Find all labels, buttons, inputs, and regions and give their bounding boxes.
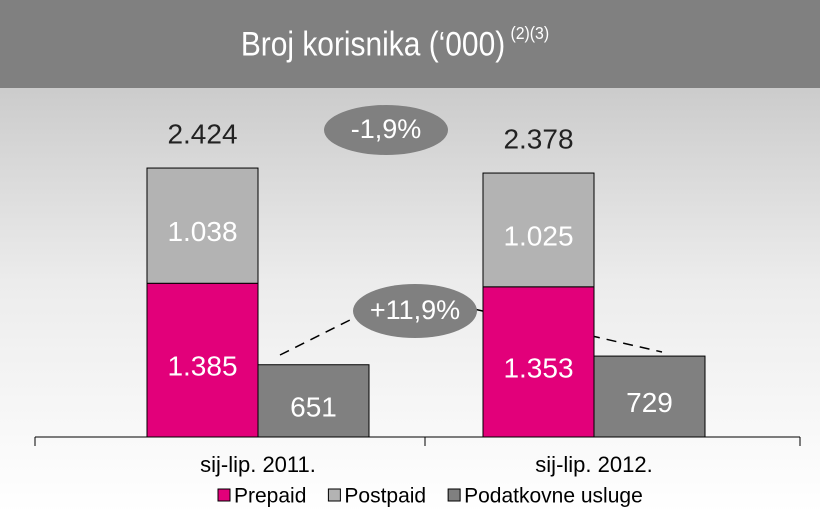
bar-segment: [482, 286, 595, 438]
marks: 1.385 1.038 651 2.424 sij-lip. 2011. 1.353 1.0…: [146, 118, 706, 477]
legend-label: Podatkovne usluge: [464, 485, 643, 508]
value-label: 1.025: [503, 220, 573, 251]
legend: Prepaid Postpaid Podatkovne usluge: [217, 485, 643, 508]
legend-swatch: [447, 488, 461, 502]
x-tick-label: sij-lip. 2012.: [535, 452, 652, 477]
bar-segment: [593, 355, 706, 438]
value-label: 651: [290, 391, 337, 422]
bar-segment: [482, 172, 595, 288]
trend-line: [473, 308, 663, 353]
annotation: -1,9%: [351, 114, 422, 144]
bar-segment: [257, 364, 370, 438]
title-note: (2)(3): [510, 24, 549, 44]
total-label: 2.378: [503, 123, 573, 154]
legend-swatch: [217, 488, 231, 502]
legend-label: Postpaid: [344, 485, 426, 508]
title-text: Broj korisnika (‘000): [241, 25, 505, 63]
total-label: 2.424: [167, 118, 237, 149]
annotation-bubble: [353, 284, 477, 338]
title-bar: [0, 0, 820, 88]
chart-title: Broj korisnika (‘000) (2)(3): [241, 24, 549, 64]
bar-segment: [146, 167, 259, 284]
annotation-bubble: [324, 105, 448, 155]
value-label: 1.385: [167, 351, 237, 382]
value-label: 1.353: [503, 352, 573, 383]
bar-segment: [146, 282, 259, 438]
x-tick-label: sij-lip. 2011.: [200, 452, 316, 477]
trend-line: [279, 315, 359, 356]
legend-swatch: [327, 488, 341, 502]
annotation: +11,9%: [370, 295, 460, 325]
value-label: 1.038: [167, 216, 237, 247]
value-label: 729: [626, 387, 673, 418]
legend-label: Prepaid: [234, 485, 306, 508]
